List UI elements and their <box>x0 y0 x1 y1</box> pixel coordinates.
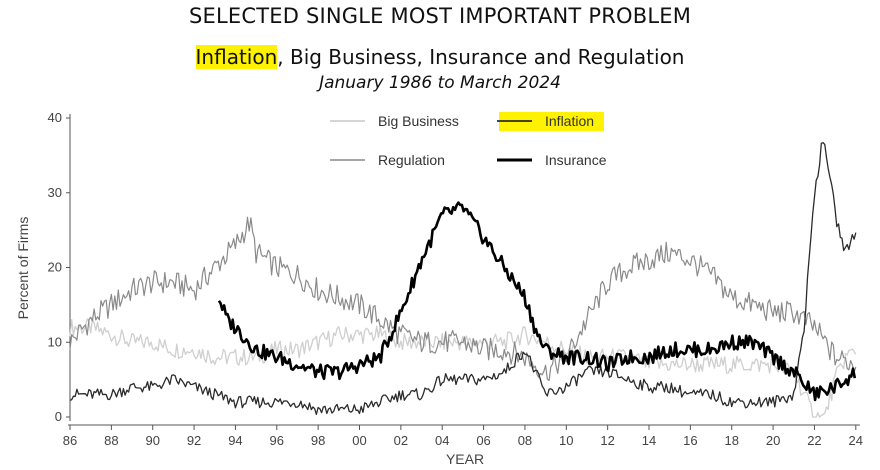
x-axis-title: YEAR <box>446 451 484 467</box>
series-line-inflation <box>69 142 857 416</box>
x-tick-label: 12 <box>600 433 614 448</box>
series-line-big-business <box>69 318 857 418</box>
chart-title: SELECTED SINGLE MOST IMPORTANT PROBLEM <box>188 4 692 28</box>
x-tick-label: 10 <box>559 433 573 448</box>
x-tick-label: 22 <box>807 433 821 448</box>
x-tick-label: 16 <box>683 433 697 448</box>
y-tick-label: 20 <box>48 260 62 275</box>
x-tick-label: 24 <box>849 433 863 448</box>
x-tick-label: 08 <box>518 433 532 448</box>
subtitle-highlight: Inflation <box>195 45 278 69</box>
series-line-regulation <box>69 216 857 382</box>
legend-label-inflation: Inflation <box>545 113 594 129</box>
x-tick-label: 06 <box>476 433 490 448</box>
y-tick-label: 0 <box>55 409 62 424</box>
x-tick-label: 86 <box>63 433 77 448</box>
series-layer <box>69 142 857 418</box>
x-tick-label: 98 <box>311 433 325 448</box>
legend-label-insurance: Insurance <box>545 152 607 168</box>
axes: 0 10 20 30 40 86 88 90 92 94 96 98 00 02 04 06 08 10 12 14 1… <box>48 110 863 448</box>
y-tick-label: 10 <box>48 334 62 349</box>
legend-label-big-business: Big Business <box>378 113 459 129</box>
x-tick-label: 92 <box>187 433 201 448</box>
date-range: January 1986 to March 2024 <box>319 73 561 93</box>
x-tick-label: 02 <box>394 433 408 448</box>
chart-subtitle: Inflation, Big Business, Insurance and R… <box>0 45 880 69</box>
subtitle-rest: , Big Business, Insurance and Regulation <box>277 45 685 69</box>
y-tick-label: 30 <box>48 185 62 200</box>
x-tick-label: 04 <box>435 433 449 448</box>
x-tick-label: 20 <box>766 433 780 448</box>
y-tick-label: 40 <box>48 110 62 125</box>
y-axis-title: Percent of Firms <box>15 217 31 320</box>
legend-highlight <box>499 112 604 131</box>
x-tick-label: 94 <box>228 433 242 448</box>
legend-label-regulation: Regulation <box>378 152 445 168</box>
x-tick-label: 00 <box>352 433 366 448</box>
series-line-insurance <box>217 201 857 402</box>
x-tick-label: 14 <box>642 433 656 448</box>
x-tick-label: 18 <box>724 433 738 448</box>
legend: Big Business Inflation Regulation Insurance <box>330 112 607 168</box>
x-tick-label: 96 <box>270 433 284 448</box>
x-tick-label: 90 <box>145 433 159 448</box>
x-tick-label: 88 <box>104 433 118 448</box>
